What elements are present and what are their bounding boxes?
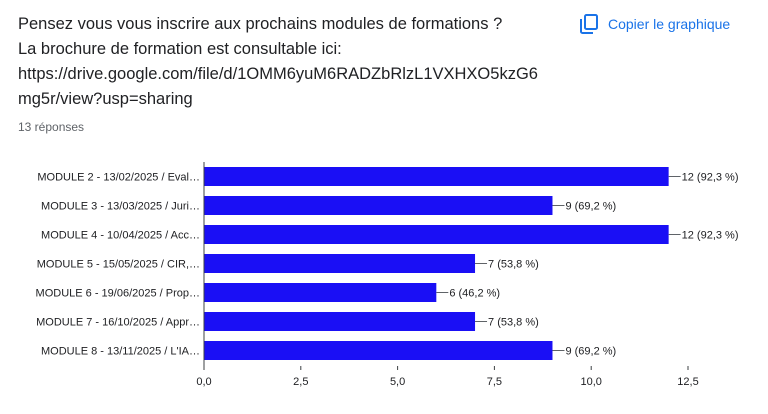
x-tick-label: 0,0	[196, 376, 211, 388]
bar	[204, 283, 437, 302]
copy-icon	[580, 14, 598, 34]
question-line: La brochure de formation est consultable…	[18, 40, 342, 58]
bar	[204, 196, 553, 215]
question-line: Pensez vous vous inscrire aux prochains …	[18, 15, 503, 33]
x-tick-label: 2,5	[293, 376, 308, 388]
data-label: 7 (53,8 %)	[488, 259, 539, 271]
data-label: 12 (92,3 %)	[682, 172, 739, 184]
category-label: MODULE 8 - 13/11/2025 / L'IA…	[41, 346, 200, 358]
x-tick-label: 7,5	[487, 376, 502, 388]
x-tick-label: 5,0	[390, 376, 405, 388]
copy-chart-button[interactable]: Copier le graphique	[580, 12, 730, 36]
question-link-line: mg5r/view?usp=sharing	[18, 90, 193, 108]
question-text: Pensez vous vous inscrire aux prochains …	[18, 12, 566, 112]
category-label: MODULE 3 - 13/03/2025 / Juri…	[41, 201, 200, 213]
category-label: MODULE 6 - 19/06/2025 / Prop…	[36, 288, 200, 300]
copy-chart-label: Copier le graphique	[608, 16, 731, 32]
bar	[204, 254, 476, 273]
category-label: MODULE 2 - 13/02/2025 / Eval…	[37, 172, 200, 184]
category-label: MODULE 4 - 10/04/2025 / Acc…	[41, 230, 200, 242]
bar	[204, 167, 669, 186]
data-label: 9 (69,2 %)	[565, 201, 616, 213]
response-count: 13 réponses	[18, 120, 85, 134]
x-tick-label: 12,5	[677, 376, 698, 388]
question-link-line: https://drive.google.com/file/d/1OMM6yuM…	[18, 65, 538, 83]
data-label: 7 (53,8 %)	[488, 317, 539, 329]
category-label: MODULE 5 - 15/05/2025 / CIR,…	[37, 259, 200, 271]
bar	[204, 341, 553, 360]
data-label: 6 (46,2 %)	[449, 288, 500, 300]
data-label: 12 (92,3 %)	[682, 230, 739, 242]
data-label: 9 (69,2 %)	[565, 346, 616, 358]
bar	[204, 312, 476, 331]
bar	[204, 225, 669, 244]
x-tick-label: 10,0	[580, 376, 601, 388]
category-label: MODULE 7 - 16/10/2025 / Appr…	[36, 317, 200, 329]
